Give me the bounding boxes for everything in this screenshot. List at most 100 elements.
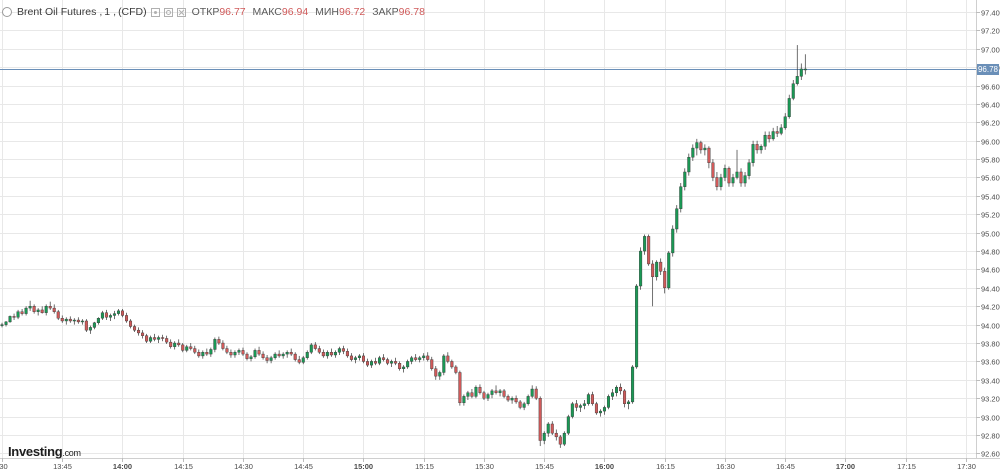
- candle: [731, 173, 735, 187]
- candle: [530, 385, 534, 399]
- candle-body: [711, 162, 715, 178]
- price-axis[interactable]: 97.4097.2097.0096.8096.6096.4096.2096.00…: [976, 9, 1000, 459]
- candle-body: [695, 142, 699, 149]
- candle-body: [643, 236, 647, 252]
- y-tick-label: 94.20: [981, 303, 1000, 312]
- candle-body: [28, 306, 32, 309]
- candle-body: [56, 311, 60, 319]
- candle: [442, 354, 446, 376]
- candle: [675, 205, 679, 233]
- candle: [558, 435, 562, 448]
- candle-body: [4, 321, 8, 325]
- candle-body: [703, 147, 707, 151]
- candle-body: [116, 310, 120, 314]
- candle: [394, 357, 398, 366]
- candle-body: [100, 312, 104, 319]
- candle: [68, 316, 72, 323]
- candle-body: [635, 285, 639, 368]
- candle: [277, 350, 281, 358]
- candle: [791, 80, 795, 101]
- candle: [353, 355, 357, 364]
- candle: [727, 166, 731, 187]
- gear-icon[interactable]: [163, 7, 173, 17]
- candle: [510, 396, 514, 404]
- y-tick-label: 93.80: [981, 340, 1000, 349]
- candle-body: [169, 341, 173, 347]
- candle: [570, 401, 574, 419]
- candle: [337, 346, 341, 355]
- candle: [454, 365, 458, 375]
- candle-body: [751, 144, 755, 163]
- candle: [52, 304, 56, 314]
- candle: [631, 365, 635, 404]
- candle: [349, 353, 353, 362]
- time-axis[interactable]: :30 13:45 14:00 14:15 14:30 14:45 15:00 15:15 15…: [0, 458, 976, 471]
- eye-icon[interactable]: [150, 7, 160, 17]
- candle-body: [683, 171, 687, 187]
- candle: [249, 354, 253, 362]
- candle: [329, 348, 333, 357]
- candle-body: [149, 337, 153, 342]
- candle: [542, 431, 546, 445]
- candle: [502, 389, 506, 399]
- y-tick-label: 93.60: [981, 358, 1000, 367]
- candle: [253, 348, 257, 359]
- ohlc-values: ОТКР96.77 МАКС96.94 МИН96.72 ЗАКР96.78: [192, 6, 429, 18]
- candle-body: [494, 390, 498, 393]
- close-value: 96.78: [398, 6, 425, 18]
- candle-body: [197, 352, 201, 357]
- candle-body: [747, 162, 751, 176]
- candle: [88, 325, 92, 334]
- candle: [177, 339, 181, 347]
- candle: [80, 319, 84, 325]
- candle-body: [715, 177, 719, 187]
- candle: [779, 124, 783, 136]
- candle: [289, 348, 293, 356]
- candle-body: [390, 361, 394, 364]
- candle: [120, 309, 124, 318]
- candle: [438, 370, 442, 380]
- candle-body: [141, 332, 145, 336]
- candle-body: [378, 357, 382, 364]
- candle: [96, 317, 100, 325]
- candle-body: [478, 386, 482, 393]
- candle: [161, 334, 165, 342]
- candle-body: [558, 436, 562, 445]
- close-icon[interactable]: [176, 7, 186, 17]
- candle-body: [133, 326, 137, 331]
- candle-body: [374, 361, 378, 364]
- candle-body: [787, 98, 791, 117]
- candle: [643, 234, 647, 255]
- y-tick-label: 94.60: [981, 266, 1000, 275]
- candle: [659, 258, 663, 275]
- candle-body: [582, 403, 586, 406]
- candle: [446, 352, 450, 364]
- candle: [699, 140, 703, 154]
- candle-body: [173, 342, 177, 347]
- candle: [217, 336, 221, 345]
- candle-body: [743, 175, 747, 184]
- candle: [486, 392, 490, 401]
- candle-body: [594, 403, 598, 414]
- candle: [711, 159, 715, 182]
- candle: [747, 159, 751, 180]
- candle-body: [655, 261, 659, 278]
- candle: [623, 389, 627, 408]
- candle-body: [193, 348, 197, 353]
- candle: [305, 350, 309, 360]
- candle-body: [691, 147, 695, 158]
- close-label: ЗАКР: [372, 6, 399, 18]
- candle-body: [759, 146, 763, 151]
- candle-body: [345, 351, 349, 357]
- candle: [378, 355, 382, 366]
- candle-body: [301, 357, 305, 363]
- candle-body: [269, 357, 273, 361]
- low-label: МИН: [315, 6, 339, 18]
- candle-body: [522, 403, 526, 408]
- candle-body: [406, 361, 410, 368]
- candle: [72, 318, 76, 325]
- candle-body: [237, 350, 241, 353]
- candle-body: [265, 357, 269, 361]
- candle-body: [410, 357, 414, 362]
